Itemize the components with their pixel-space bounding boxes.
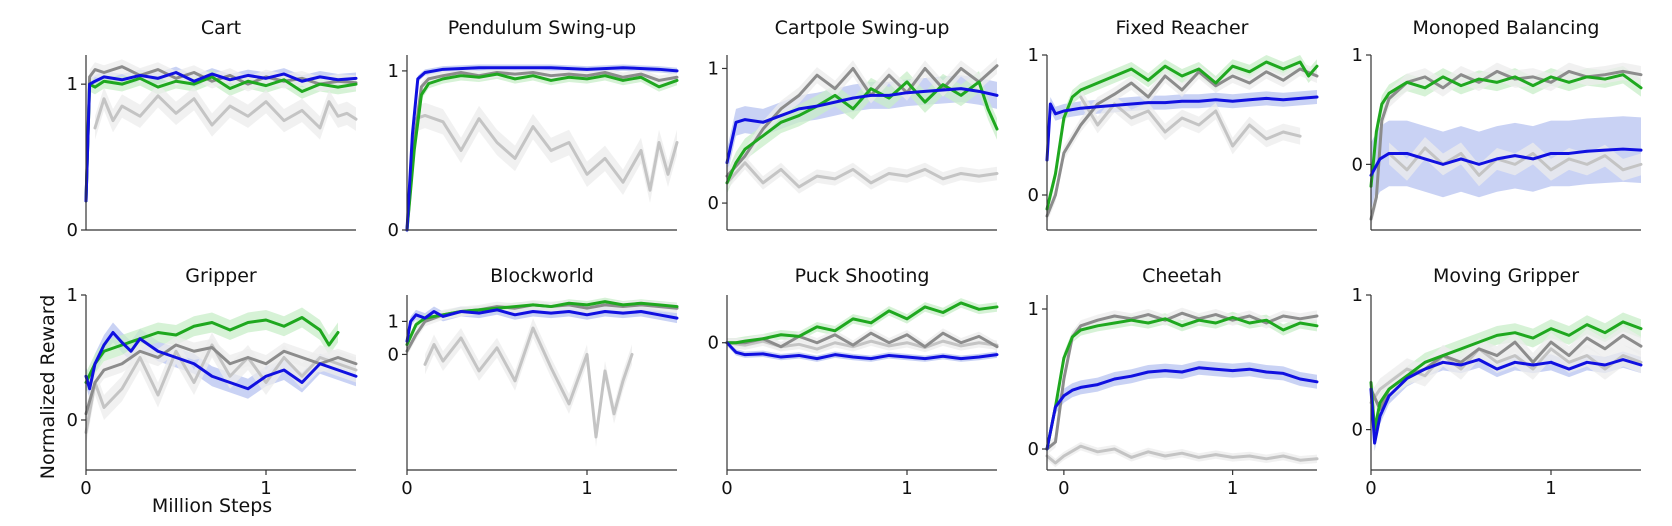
series-band [1047,307,1317,455]
series-band [86,307,338,393]
y-tick-label: 1 [67,74,78,95]
series-band [86,59,356,209]
series-line-blue [725,87,999,165]
series-band [1047,62,1317,223]
chart-panel: Gripper 0 1 0 1 [67,265,358,499]
x-axis-label: Million Steps [152,495,272,517]
x-tick-label: 0 [401,478,412,499]
panel-title: Moving Gripper [1433,265,1579,287]
series-line-dark-gray [405,71,679,232]
y-tick-label: 0 [1028,439,1039,460]
chart-panel: Puck Shooting 0 0 1 [708,265,999,499]
series-line-blue [725,341,999,361]
chart-panel: Cart 0 1 [67,17,358,241]
panel-title: Blockworld [490,265,594,287]
series-line-blue [84,71,358,203]
x-tick-label: 1 [260,478,271,499]
series-line-blue [84,331,358,391]
series-band [727,71,997,194]
panel-title: Puck Shooting [795,265,930,287]
x-tick-label: 0 [721,478,732,499]
series-line-light-gray [84,343,358,434]
y-tick-label: 1 [708,58,719,79]
y-tick-label: 0 [708,193,719,214]
y-tick-label: 1 [388,311,399,332]
panel-title: Cartpole Swing-up [775,17,950,39]
series-line-light-gray [1369,347,1643,405]
series-line-light-gray [423,326,634,439]
series-line-green [405,300,679,347]
series-line-dark-gray [725,331,999,349]
series-band [416,102,677,203]
chart-panel: Cheetah 0 1 0 1 [1028,265,1319,499]
series-line-blue [1369,358,1643,445]
y-tick-label: 0 [1352,154,1363,175]
x-tick-label: 0 [1058,478,1069,499]
series-line-light-gray [93,94,358,130]
y-tick-label: 1 [1028,45,1039,66]
series-band [1047,360,1317,456]
y-tick-label: 0 [1028,185,1039,206]
y-tick-label: 0 [708,333,719,354]
series-line-blue [1045,95,1319,162]
y-tick-label: 0 [67,410,78,431]
x-tick-label: 1 [1545,478,1556,499]
series-line-green [725,80,999,185]
series-line-green [405,72,679,232]
series-line-green [1369,73,1643,188]
series-line-green [84,75,358,203]
x-tick-label: 1 [1227,478,1238,499]
chart-panel: Fixed Reacher 0 1 [1028,17,1319,231]
series-line-green [1045,60,1319,211]
y-tick-label: 1 [1352,45,1363,66]
series-line-dark-gray [1045,67,1319,218]
series-band [407,304,677,347]
x-tick-label: 0 [1365,478,1376,499]
y-tick-label: 0 [1352,420,1363,441]
series-band [407,69,677,235]
y-tick-label: 1 [67,285,78,306]
series-band [1371,312,1641,440]
series-line-blue [1045,366,1319,451]
panel-title: Gripper [185,265,257,287]
series-band [1371,62,1641,228]
chart-panel: Cartpole Swing-up 0 1 [708,17,999,231]
series-line-light-gray [725,161,999,189]
series-line-green [84,316,340,384]
y-tick-label: 0 [388,220,399,241]
y-tick-label: 1 [1028,299,1039,320]
series-line-dark-gray [84,343,358,416]
chart-panel: Pendulum Swing-up 0 1 [388,17,679,241]
series-line-blue [1369,147,1643,177]
series-line-blue [405,66,679,232]
series-line-light-gray [414,113,679,192]
panel-title: Cart [201,17,241,39]
y-tick-label: 0 [67,220,78,241]
series-line-green [725,301,999,345]
y-tick-label: 1 [388,61,399,82]
panel-title: Fixed Reacher [1116,17,1249,39]
panel-title: Monoped Balancing [1412,17,1599,39]
series-line-light-gray [1387,146,1643,177]
panel-title: Pendulum Swing-up [448,17,636,39]
series-line-green [1369,320,1643,432]
y-axis-label: Normalized Reward [37,295,59,480]
chart-panel: Blockworld 0 1 0 1 [388,265,679,499]
x-tick-label: 1 [901,478,912,499]
series-line-light-gray [1045,444,1319,465]
panel-title: Cheetah [1142,265,1222,287]
chart-panel: Moving Gripper 0 1 0 1 [1352,265,1643,499]
chart-panel: Monoped Balancing 0 1 [1352,17,1643,231]
x-tick-label: 0 [80,478,91,499]
y-tick-label: 0 [388,344,399,365]
series-line-blue [405,308,679,343]
series-line-green [1045,315,1319,451]
x-tick-label: 1 [581,478,592,499]
series-band [86,69,356,209]
y-tick-label: 1 [1352,285,1363,306]
series-band [1389,137,1641,187]
